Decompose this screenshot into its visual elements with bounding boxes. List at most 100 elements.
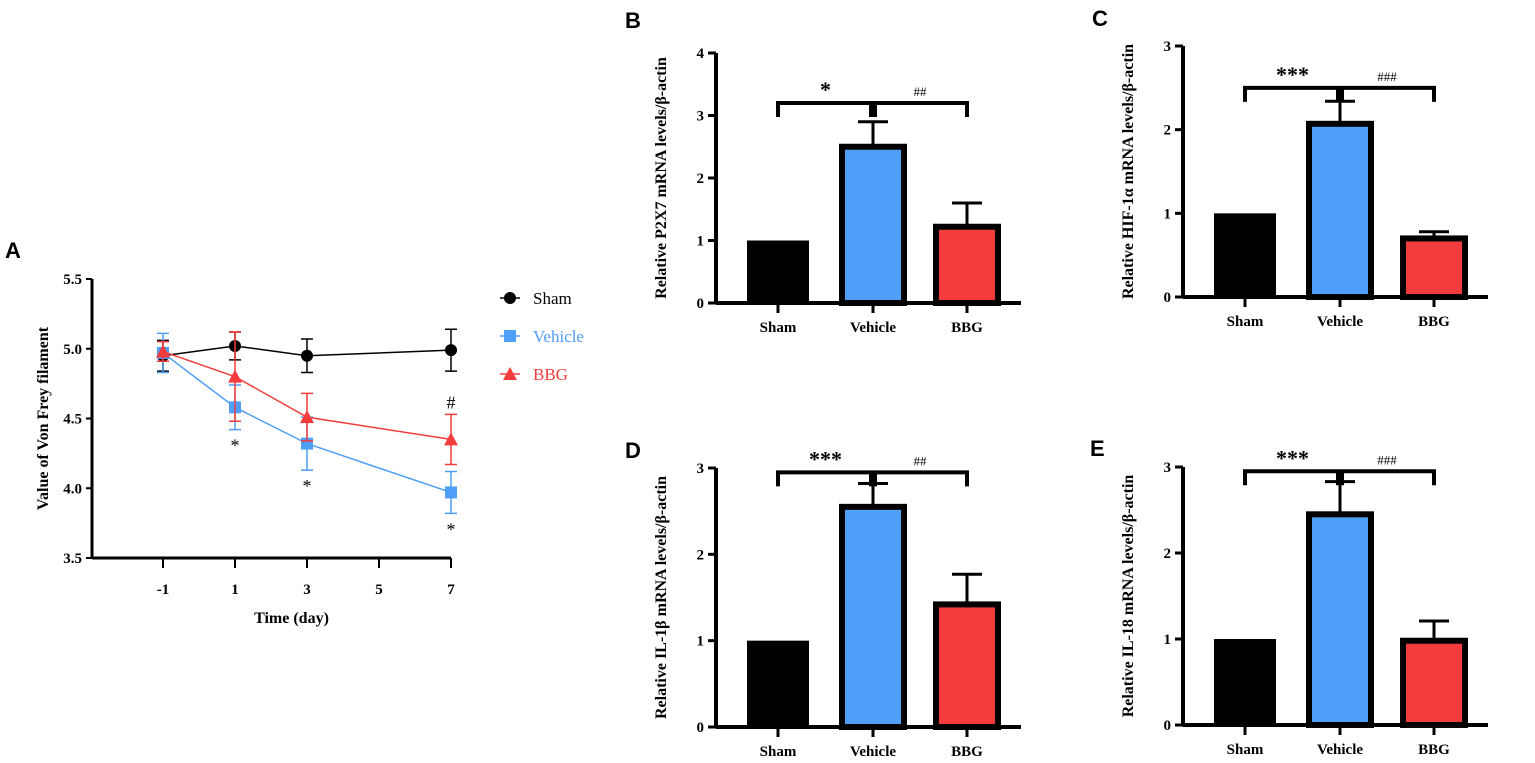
- significance-mark: *: [303, 476, 312, 496]
- y-tick-label: 0: [697, 296, 705, 312]
- y-tick-label: 4.0: [63, 481, 82, 497]
- y-tick-label: 0: [1164, 290, 1172, 306]
- significance-mark: ***: [1276, 62, 1309, 87]
- y-tick-label: 5.0: [63, 342, 82, 358]
- bar-sham: [1214, 213, 1276, 297]
- y-tick-label: 1: [1164, 206, 1172, 222]
- y-tick-label: 5.5: [63, 272, 82, 288]
- y-axis-label: Relative IL-1β mRNA levels/β-actin: [653, 476, 670, 719]
- y-tick-label: 2: [1164, 123, 1172, 139]
- legend-marker: [504, 330, 516, 342]
- series-line: [162, 345, 452, 357]
- x-tick-label: 3: [303, 582, 311, 598]
- x-tick-label: Vehicle: [1317, 742, 1363, 758]
- significance-mark: ***: [809, 446, 842, 471]
- x-tick-label: Vehicle: [850, 320, 896, 336]
- x-tick-label: Vehicle: [1317, 314, 1363, 330]
- panel-d: D 0 1 2 3 Relative IL-1β mRNA levels/β-actin S…: [625, 438, 1021, 760]
- y-tick-label: 3.5: [63, 551, 82, 567]
- significance-bracket: [776, 470, 969, 487]
- error-bar: [1325, 99, 1355, 124]
- panel-label: C: [1092, 6, 1108, 31]
- significance-bracket: [1243, 85, 1436, 102]
- panel-label: A: [5, 238, 21, 263]
- y-tick-label: 1: [1164, 632, 1172, 648]
- x-tick-label: 7: [447, 582, 455, 598]
- error-bar: [1419, 619, 1449, 641]
- x-tick-label: 1: [231, 582, 239, 598]
- significance-mark: ##: [914, 453, 928, 468]
- y-tick-label: 1: [697, 234, 705, 250]
- y-tick-label: 0: [1164, 718, 1172, 734]
- panel-label: E: [1090, 436, 1105, 461]
- significance-mark: ###: [1377, 452, 1397, 467]
- panel-c: C 0 1 2 3 Relative HIF-1α mRNA levels/β-actin…: [1092, 6, 1488, 330]
- series-line: [162, 352, 452, 494]
- y-axis-label: Relative IL-18 mRNA levels/β-actin: [1120, 475, 1137, 718]
- data-point: [228, 369, 242, 383]
- x-tick-label: 5: [375, 582, 383, 598]
- bar-vehicle: [839, 143, 907, 306]
- error-bar: [952, 201, 982, 227]
- error-bar: [858, 482, 888, 507]
- x-tick-label: Sham: [760, 744, 797, 760]
- x-tick-label: BBG: [951, 320, 983, 336]
- error-bar: [858, 120, 888, 147]
- significance-bracket: [1243, 469, 1436, 486]
- y-axis-label: Relative HIF-1α mRNA levels/β-actin: [1120, 44, 1137, 299]
- x-tick-label: Sham: [760, 320, 797, 336]
- data-point: [301, 349, 313, 362]
- data-point: [445, 486, 457, 499]
- x-tick-label: BBG: [951, 744, 983, 760]
- bar-vehicle: [1306, 511, 1374, 728]
- y-axis-label: Relative P2X7 mRNA levels/β-actin: [653, 57, 670, 299]
- significance-mark: ##: [914, 84, 928, 99]
- x-axis-label: Time (day): [254, 610, 329, 627]
- panel-b: B 0 1 2 3 4 Relative P2X7 mRNA levels/β-actin S…: [625, 8, 1021, 336]
- significance-mark: #: [447, 392, 456, 412]
- x-tick-label: -1: [157, 582, 170, 598]
- x-tick-label: Sham: [1227, 314, 1264, 330]
- y-tick-label: 4.5: [63, 412, 82, 428]
- y-tick-label: 0: [697, 720, 705, 736]
- data-point: [445, 344, 457, 357]
- bar-bbg: [1400, 235, 1468, 300]
- bar-sham: [747, 240, 809, 303]
- panel-label: B: [625, 8, 641, 33]
- data-point: [444, 432, 458, 446]
- y-tick-label: 3: [697, 109, 705, 125]
- bar-bbg: [933, 223, 1001, 306]
- bar-vehicle: [1306, 120, 1374, 300]
- panel-label: D: [625, 438, 641, 463]
- series-bbg: [157, 331, 457, 466]
- legend-marker: [504, 292, 516, 304]
- bar-vehicle: [839, 503, 907, 730]
- legend-label: Vehicle: [533, 327, 584, 346]
- y-tick-label: 2: [697, 171, 705, 187]
- data-point: [156, 344, 170, 358]
- y-tick-label: 4: [697, 46, 705, 62]
- series-line: [162, 350, 452, 441]
- bar-bbg: [933, 601, 1001, 731]
- significance-mark: *: [820, 77, 831, 102]
- y-tick-label: 1: [697, 634, 705, 650]
- data-point: [300, 410, 314, 424]
- legend-marker: [503, 367, 517, 380]
- y-tick-label: 2: [697, 547, 705, 563]
- y-tick-label: 3: [1164, 460, 1172, 476]
- legend-label: Sham: [533, 289, 572, 308]
- significance-bracket: [776, 101, 969, 117]
- bar-sham: [747, 640, 809, 727]
- y-tick-label: 3: [1164, 39, 1172, 55]
- y-tick-label: 3: [697, 461, 705, 477]
- significance-mark: *: [231, 436, 240, 456]
- x-tick-label: BBG: [1418, 742, 1450, 758]
- panel-e: E 0 1 2 3 Relative IL-18 mRNA levels/β-actin S…: [1090, 436, 1488, 758]
- bar-sham: [1214, 639, 1276, 725]
- x-tick-label: BBG: [1418, 314, 1450, 330]
- y-axis-label: Value of Von Frey filament: [35, 326, 52, 510]
- significance-mark: ***: [1276, 445, 1309, 470]
- x-tick-label: Vehicle: [850, 744, 896, 760]
- error-bar: [1325, 480, 1355, 515]
